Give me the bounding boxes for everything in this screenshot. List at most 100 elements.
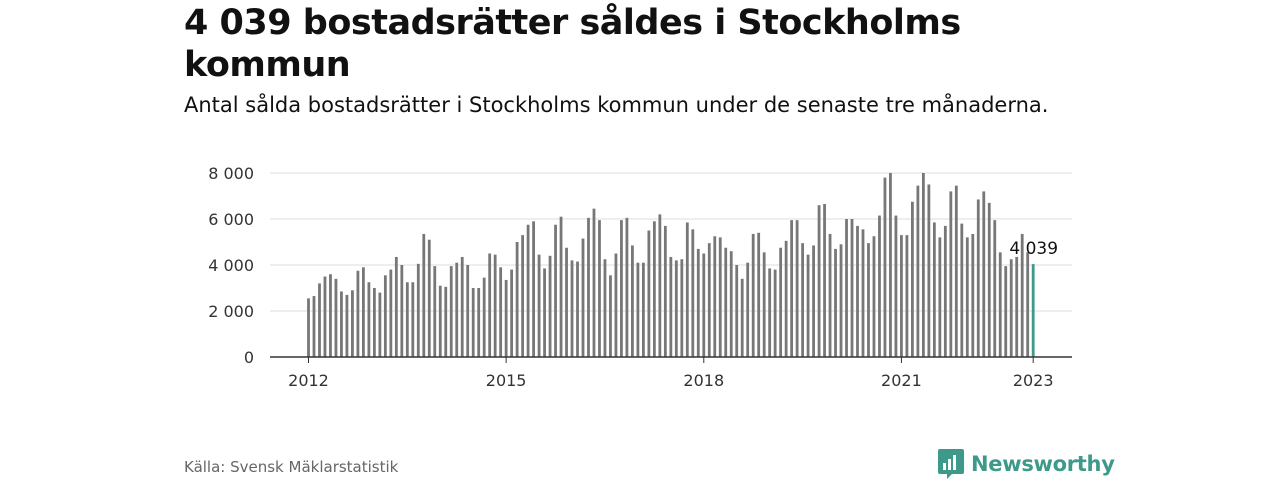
y-tick-label: 0 [244, 348, 254, 367]
bar [389, 269, 393, 357]
bar [905, 235, 909, 357]
bar [1026, 252, 1030, 357]
bar [471, 288, 475, 357]
x-axis-labels: 2012 2015 2018 2021 2023 [288, 357, 1054, 390]
x-tick-label: 2023 [1013, 371, 1054, 390]
bar [740, 278, 744, 357]
bar [477, 288, 481, 357]
bar [323, 276, 327, 357]
x-tick-label: 2012 [288, 371, 329, 390]
bar [779, 247, 783, 357]
bar [455, 262, 459, 357]
y-axis-labels: 0 2 000 4 000 6 000 8 000 [208, 164, 254, 367]
bar [845, 219, 848, 357]
newsworthy-logo-icon [938, 449, 964, 479]
bar [889, 173, 892, 357]
bar [548, 255, 552, 357]
brand-name: Newsworthy [971, 452, 1115, 476]
bar [598, 220, 601, 357]
bar [856, 225, 859, 357]
bar [784, 240, 788, 357]
bar [998, 252, 1002, 357]
bar [746, 262, 750, 357]
bar [795, 220, 799, 357]
bar [976, 199, 980, 357]
bar [1020, 233, 1024, 357]
bar [367, 282, 371, 357]
bar [488, 253, 492, 357]
bar [609, 275, 612, 357]
bar [351, 290, 354, 357]
bar [932, 222, 936, 357]
bar [735, 265, 739, 357]
bar [707, 243, 711, 357]
bar [504, 279, 508, 357]
bar [554, 224, 557, 357]
bar [400, 265, 404, 357]
bar [861, 229, 865, 357]
bar [647, 230, 651, 357]
bar [636, 262, 640, 357]
bar [416, 263, 420, 357]
bar [762, 252, 766, 357]
bar [685, 222, 689, 357]
bar [828, 233, 832, 357]
bar [943, 225, 947, 357]
y-tick-label: 6 000 [208, 210, 254, 229]
bar [340, 291, 343, 357]
bar [1009, 259, 1013, 357]
bar [724, 247, 728, 357]
bar [801, 243, 804, 357]
bar [696, 248, 700, 357]
bar [751, 233, 755, 357]
bar [587, 217, 590, 357]
bar [823, 204, 826, 357]
bar [493, 254, 497, 357]
chart-subtitle: Antal sålda bostadsrätter i Stockholms k… [184, 93, 1049, 117]
bar [641, 262, 645, 357]
bar [1004, 266, 1008, 357]
bar [603, 259, 607, 357]
bars [307, 173, 1035, 357]
grid-lines [270, 172, 1072, 312]
x-tick-label: 2015 [486, 371, 527, 390]
bar [965, 237, 969, 357]
bar [993, 220, 997, 357]
bar [982, 191, 986, 357]
bar [806, 254, 810, 357]
bar [812, 245, 815, 357]
bar [444, 286, 448, 357]
bar [625, 217, 629, 357]
bar [1031, 264, 1035, 357]
bar [345, 294, 349, 357]
bar [334, 278, 338, 357]
bar [878, 215, 881, 357]
bar [394, 256, 398, 357]
bar [652, 221, 656, 357]
bar [312, 296, 316, 357]
bar [329, 274, 332, 357]
bar [559, 216, 563, 357]
bar [702, 253, 706, 357]
y-tick-label: 2 000 [208, 302, 254, 321]
bar [872, 236, 876, 357]
bar [674, 260, 678, 357]
bar [883, 177, 887, 357]
y-tick-label: 8 000 [208, 164, 254, 183]
bar [405, 282, 409, 357]
y-tick-label: 4 000 [208, 256, 254, 275]
bar [938, 237, 942, 357]
bar [362, 267, 365, 357]
bar [927, 184, 931, 357]
bar [669, 256, 673, 357]
bar [383, 275, 387, 357]
bar [543, 268, 546, 357]
chart-title: 4 039 bostadsrätter såldes i Stockholms … [184, 3, 961, 85]
bar [773, 269, 777, 357]
bar [987, 202, 991, 357]
bar [356, 270, 360, 357]
bar [318, 283, 321, 357]
bar [916, 185, 920, 357]
bar [482, 277, 486, 357]
